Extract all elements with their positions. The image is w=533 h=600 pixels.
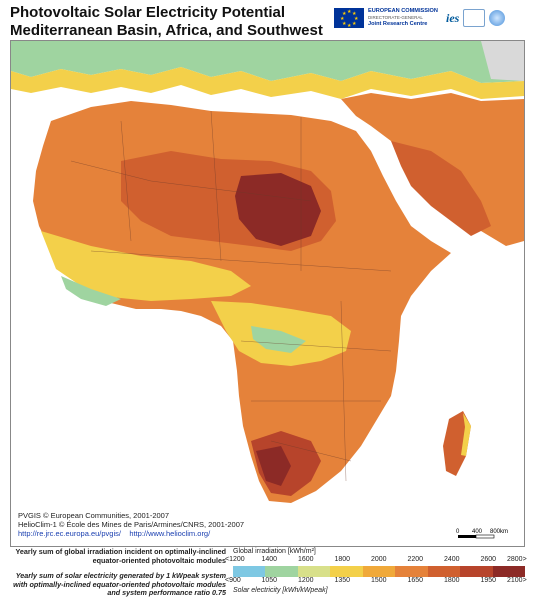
- legend-bottom-tick-7: 1950: [480, 577, 497, 584]
- legend-swatch-6: [427, 566, 461, 577]
- ec-dg: DIRECTORATE-GENERAL: [368, 14, 423, 20]
- legend-top-tick-5: 2200: [407, 556, 424, 563]
- ec-name: EUROPEAN COMMISSION: [368, 8, 438, 15]
- madagascar-east: [461, 413, 471, 456]
- legend-swatch-4: [362, 566, 396, 577]
- arabia-red: [391, 141, 491, 236]
- legend-swatch-1: [265, 566, 298, 577]
- legend-top-tick-7: 2600: [480, 556, 497, 563]
- sahara-core-darkred: [235, 173, 321, 246]
- ec-jrc: Joint Research Centre: [368, 21, 428, 28]
- legend-swatches: [233, 566, 525, 577]
- legend-bottom-tick-6: 1800: [444, 577, 460, 584]
- color-legend: Global irradiation [kWh/m²] <1200 1400 160…: [225, 548, 527, 594]
- scale-label-0: 0: [456, 529, 460, 535]
- scale-seg-1: [458, 535, 476, 538]
- scale-label-400: 400: [472, 529, 483, 535]
- legend-bottom-tick-5: 1650: [407, 577, 424, 584]
- legend-top-tick-1: 1400: [261, 556, 278, 563]
- credit-helioclim: HelioClim-1 © École des Mines de Paris/A…: [18, 520, 245, 529]
- legend-top-tick-4: 2000: [371, 556, 387, 563]
- legend-top-tick-8: 2800>: [507, 556, 527, 563]
- legend-bottom-tick-2: 1200: [298, 577, 314, 584]
- ies-logo: ies: [446, 10, 460, 25]
- legend-bottom-tick-8: 2100>: [507, 577, 527, 584]
- country-borders: [70, 110, 392, 482]
- legend-top-tick-3: 1800: [334, 556, 351, 563]
- logo-strip: ★ ★ ★ ★ ★ ★ ★ ★ EUROPEAN COMMISSION DIRECTORA…: [334, 8, 506, 29]
- central-africa-green: [251, 326, 306, 353]
- legend-irradiation-desc: Yearly sum of global irradiation inciden…: [15, 547, 226, 565]
- sahel-yellow: [41, 231, 251, 301]
- legend-electricity-desc: Yearly sum of solar electricity generate…: [13, 571, 226, 598]
- legend-top-tick-2: 1600: [298, 556, 314, 563]
- legend-bottom-tick-1: 1050: [261, 577, 278, 584]
- legend-top-tick-0: <1200: [225, 556, 245, 563]
- europe-region: [11, 41, 524, 83]
- eu-flag-icon: ★ ★ ★ ★ ★ ★ ★ ★: [334, 8, 364, 29]
- legend-top-tick-6: 2400: [444, 556, 460, 563]
- title-line-1: Photovoltaic Solar Electricity Potential: [10, 4, 286, 21]
- scale-label-800: 800km: [490, 529, 508, 535]
- legend-swatch-5: [395, 566, 428, 577]
- madagascar: [443, 411, 471, 476]
- unit-logo-icon: [463, 9, 486, 27]
- legend-swatch-3: [330, 566, 363, 577]
- outside-gray: [481, 41, 524, 81]
- pvgis-link[interactable]: http://re.jrc.ec.europa.eu/pvgis/: [18, 529, 121, 538]
- legend-swatch-8: [492, 566, 525, 577]
- scale-bar: 0 400 800km: [456, 529, 508, 539]
- legend-bottom-title: Solar electricity [kWh/kWpeak]: [233, 587, 328, 594]
- legend-bottom-tick-0: <900: [225, 577, 241, 584]
- helioclim-link[interactable]: http://www.helioclim.org/: [129, 529, 211, 538]
- legend-swatch-7: [460, 566, 493, 577]
- legend-bottom-tick-3: 1350: [334, 577, 351, 584]
- legend-top-title: Global irradiation [kWh/m²]: [233, 548, 316, 555]
- water-drop-logo-icon: [489, 10, 506, 26]
- legend-swatch-2: [297, 566, 331, 577]
- west-africa-green: [61, 276, 121, 306]
- scale-seg-2: [475, 534, 495, 539]
- namibia-darkred: [256, 446, 291, 486]
- legend-bottom-ticks: <900 1050 1200 1350 1500 1650 1800 1950 2100>: [225, 577, 527, 586]
- map-credits: PVGIS © European Communities, 2001-2007 …: [18, 511, 244, 538]
- solar-potential-map: [10, 40, 525, 547]
- legend-swatch-0: [233, 566, 266, 577]
- credit-pvgis: PVGIS © European Communities, 2001-2007: [18, 511, 170, 520]
- europe-south-yellow: [11, 67, 524, 99]
- ec-logo-text: EUROPEAN COMMISSION DIRECTORATE-GENERAL …: [368, 8, 442, 27]
- legend-bottom-tick-4: 1500: [371, 577, 387, 584]
- legend-description: Yearly sum of global irradiation inciden…: [8, 547, 226, 598]
- legend-top-ticks: <1200 1400 1600 1800 2000 2200 2400 2600 2800>: [225, 556, 527, 565]
